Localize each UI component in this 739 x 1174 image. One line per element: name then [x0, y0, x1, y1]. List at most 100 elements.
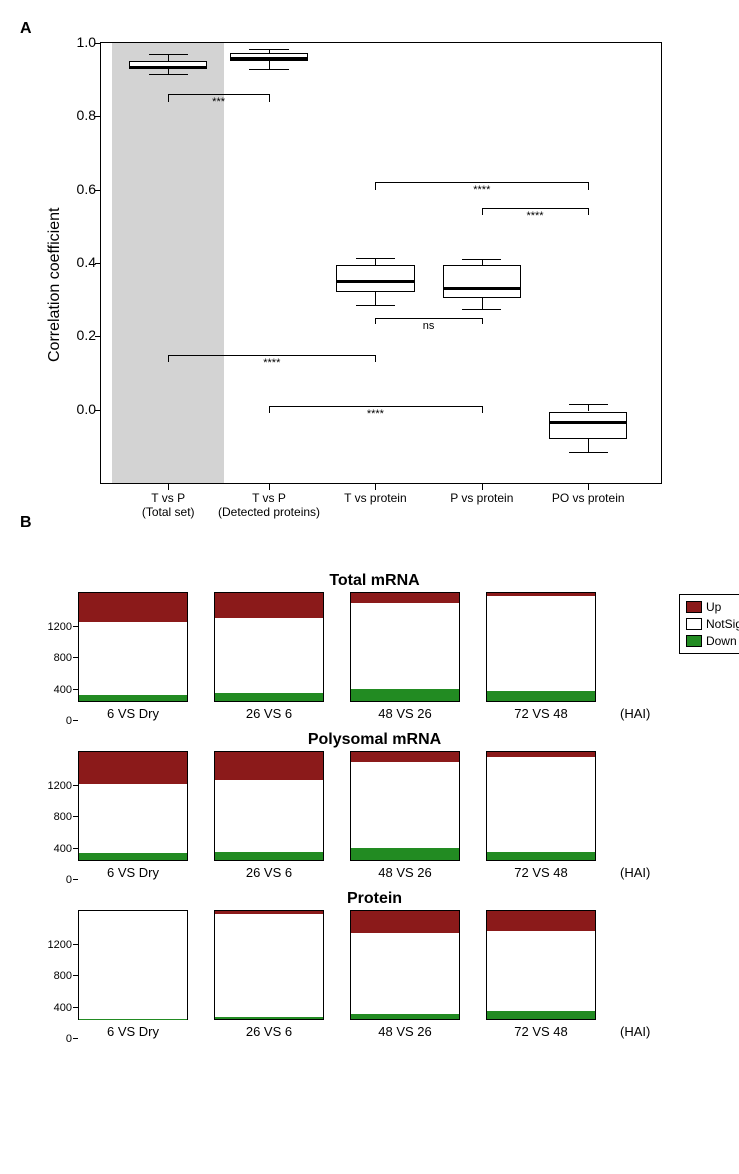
sig-bracket-drop: [482, 318, 483, 324]
sig-bracket: [269, 406, 482, 407]
stacked-bar: [486, 751, 596, 861]
bar-segment-notsig: [351, 762, 459, 848]
y-tick-mark: [73, 1038, 78, 1039]
stacked-bar: [78, 910, 188, 1020]
bar-x-label: 72 VS 48: [514, 865, 568, 880]
bar-column: 6 VS Dry: [78, 910, 188, 1039]
whisker-cap: [356, 305, 395, 306]
bar-segment-down: [79, 853, 187, 860]
sig-bracket-drop: [588, 182, 589, 189]
legend-text: Up: [706, 599, 721, 616]
y-tick-mark: [95, 410, 101, 411]
whisker-cap: [569, 404, 608, 405]
row-y-axis: 04008001200: [30, 929, 78, 1039]
bar-segment-notsig: [79, 784, 187, 853]
sig-bracket: [375, 318, 481, 319]
hai-label: (HAI): [620, 1024, 650, 1039]
panel-a: Correlation coefficient 0.00.20.40.60.81…: [50, 42, 719, 484]
legend-item: Down: [686, 633, 739, 650]
x-tick-label: T vs protein: [344, 491, 406, 505]
whisker-cap: [569, 452, 608, 453]
bar-x-label: 26 VS 6: [246, 706, 292, 721]
bar-x-label: 72 VS 48: [514, 706, 568, 721]
y-tick-label: 0: [66, 1033, 72, 1045]
boxplot-frame: ***********ns******** T vs P (Total set)…: [100, 42, 662, 484]
sig-bracket-drop: [269, 94, 270, 101]
row-title: Protein: [30, 890, 719, 908]
stacked-bar: [350, 592, 460, 702]
stacked-bar: [214, 910, 324, 1020]
x-tick-label: T vs P (Total set): [142, 491, 195, 520]
y-tick-mark: [73, 879, 78, 880]
sig-label: ****: [526, 210, 543, 222]
bar-column: 48 VS 26: [350, 592, 460, 721]
stacked-bar: [350, 751, 460, 861]
legend-text: Down: [706, 633, 737, 650]
y-tick-label: 0.4: [56, 254, 96, 270]
y-tick-label: 0: [66, 874, 72, 886]
x-tick-mark: [588, 484, 589, 490]
bar-x-label: 26 VS 6: [246, 1024, 292, 1039]
boxplot-median: [230, 57, 308, 60]
bar-segment-notsig: [487, 931, 595, 1010]
whisker: [482, 298, 483, 309]
sig-bracket-drop: [375, 182, 376, 189]
y-tick-mark: [73, 720, 78, 721]
bar-x-label: 26 VS 6: [246, 865, 292, 880]
stacked-bar: [350, 910, 460, 1020]
bar-x-label: 6 VS Dry: [107, 1024, 159, 1039]
bar-column: 6 VS Dry: [78, 751, 188, 880]
bar-segment-up: [351, 593, 459, 603]
whisker-cap: [356, 258, 395, 259]
y-tick-label: 0.6: [56, 181, 96, 197]
legend-swatch: [686, 635, 702, 647]
sig-bracket: [168, 355, 375, 356]
legend-text: NotSig: [706, 616, 739, 633]
bar-segment-down: [487, 852, 595, 860]
y-tick-label: 0.2: [56, 327, 96, 343]
legend-swatch: [686, 618, 702, 630]
sig-label: ns: [423, 320, 435, 332]
y-tick-label: 800: [54, 970, 72, 982]
row-y-axis: 04008001200: [30, 611, 78, 721]
x-tick-label: PO vs protein: [552, 491, 625, 505]
whisker-cap: [149, 74, 188, 75]
legend-swatch: [686, 601, 702, 613]
sig-bracket-drop: [375, 318, 376, 324]
panel-b: Total mRNA040080012006 VS Dry26 VS 648 V…: [30, 572, 719, 1039]
bar-segment-up: [215, 593, 323, 618]
bar-x-label: 48 VS 26: [378, 1024, 432, 1039]
stacked-bar: [486, 910, 596, 1020]
y-tick-label: 1200: [48, 780, 72, 792]
bar-segment-notsig: [487, 757, 595, 852]
row-title: Total mRNA: [30, 572, 719, 590]
stacked-bar: [78, 592, 188, 702]
bar-row: Total mRNA040080012006 VS Dry26 VS 648 V…: [30, 572, 719, 721]
sig-label: ****: [367, 408, 384, 420]
panel-a-label: A: [20, 20, 719, 38]
panel-b-label: B: [20, 514, 719, 532]
bar-segment-up: [351, 752, 459, 762]
sig-bracket-drop: [168, 94, 169, 101]
y-tick-label: 0.8: [56, 107, 96, 123]
whisker-cap: [249, 69, 288, 70]
bar-segment-down: [215, 852, 323, 860]
whisker: [168, 54, 169, 61]
sig-label: ****: [263, 357, 280, 369]
bar-x-label: 72 VS 48: [514, 1024, 568, 1039]
sig-label: ***: [212, 96, 225, 108]
boxplot-box: [443, 265, 521, 298]
bar-segment-notsig: [215, 914, 323, 1017]
y-tick-label: 400: [54, 843, 72, 855]
whisker: [269, 61, 270, 68]
bar-x-label: 48 VS 26: [378, 706, 432, 721]
x-tick-label: P vs protein: [450, 491, 513, 505]
x-tick-mark: [269, 484, 270, 490]
stacked-bar: [214, 592, 324, 702]
bar-segment-down: [215, 1017, 323, 1019]
bar-segment-notsig: [79, 622, 187, 695]
bar-column: 72 VS 48: [486, 592, 596, 721]
y-tick-mark: [95, 43, 101, 44]
y-tick-label: 400: [54, 684, 72, 696]
sig-bracket: [168, 94, 269, 95]
